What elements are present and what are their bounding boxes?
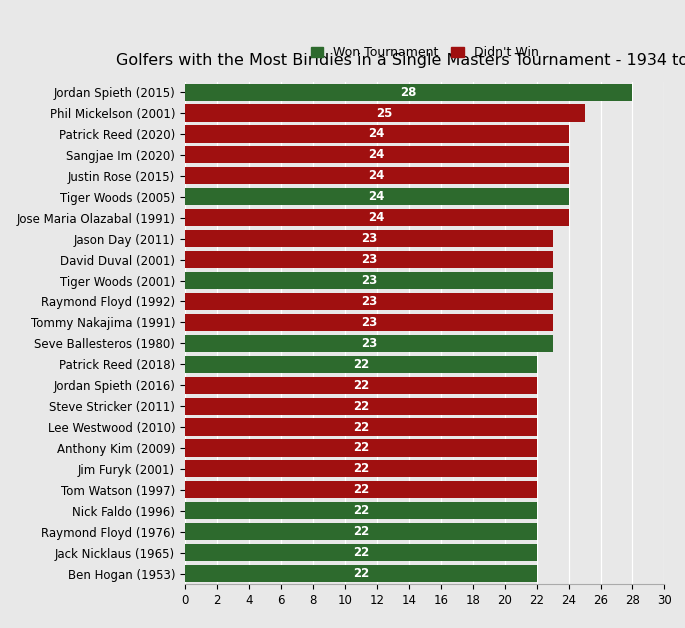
Text: 24: 24 bbox=[369, 127, 385, 141]
Text: 22: 22 bbox=[353, 399, 369, 413]
Bar bbox=[185, 104, 584, 122]
Text: 22: 22 bbox=[353, 462, 369, 475]
Bar bbox=[185, 523, 536, 540]
Legend: Won Tournament, Didn't Win: Won Tournament, Didn't Win bbox=[307, 43, 543, 63]
Text: 22: 22 bbox=[353, 441, 369, 455]
Bar bbox=[185, 335, 553, 352]
Text: 22: 22 bbox=[353, 358, 369, 371]
Bar bbox=[185, 565, 536, 582]
Text: 23: 23 bbox=[360, 274, 377, 287]
Title: Golfers with the Most Biridies in a Single Masters Tournament - 1934 to 2023: Golfers with the Most Biridies in a Sing… bbox=[116, 53, 685, 68]
Bar bbox=[185, 126, 569, 143]
Bar bbox=[185, 272, 553, 289]
Text: 24: 24 bbox=[369, 148, 385, 161]
Bar bbox=[185, 84, 632, 100]
Bar bbox=[185, 502, 536, 519]
Text: 22: 22 bbox=[353, 546, 369, 559]
Text: 24: 24 bbox=[369, 190, 385, 203]
Bar bbox=[185, 440, 536, 457]
Bar bbox=[185, 544, 536, 561]
Bar bbox=[185, 460, 536, 477]
Bar bbox=[185, 188, 569, 205]
Text: 22: 22 bbox=[353, 379, 369, 392]
Bar bbox=[185, 146, 569, 163]
Bar bbox=[185, 355, 536, 373]
Text: 23: 23 bbox=[360, 253, 377, 266]
Text: 23: 23 bbox=[360, 232, 377, 245]
Text: 24: 24 bbox=[369, 211, 385, 224]
Text: 23: 23 bbox=[360, 316, 377, 329]
Text: 22: 22 bbox=[353, 421, 369, 433]
Text: 22: 22 bbox=[353, 525, 369, 538]
Text: 28: 28 bbox=[401, 85, 417, 99]
Text: 23: 23 bbox=[360, 295, 377, 308]
Bar bbox=[185, 377, 536, 394]
Text: 22: 22 bbox=[353, 504, 369, 517]
Bar bbox=[185, 398, 536, 414]
Bar bbox=[185, 293, 553, 310]
Bar bbox=[185, 209, 569, 226]
Text: 22: 22 bbox=[353, 567, 369, 580]
Bar bbox=[185, 167, 569, 185]
Bar bbox=[185, 314, 553, 331]
Text: 22: 22 bbox=[353, 484, 369, 496]
Bar bbox=[185, 481, 536, 499]
Bar bbox=[185, 230, 553, 247]
Text: 25: 25 bbox=[377, 107, 393, 119]
Text: 23: 23 bbox=[360, 337, 377, 350]
Bar bbox=[185, 418, 536, 436]
Text: 24: 24 bbox=[369, 170, 385, 182]
Bar bbox=[185, 251, 553, 268]
